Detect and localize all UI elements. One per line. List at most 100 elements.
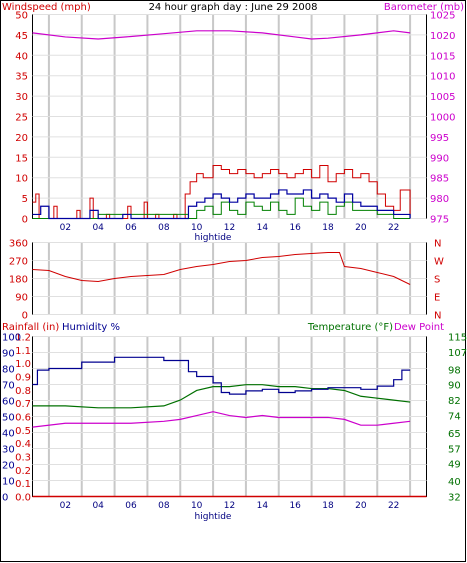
y-tick-label: 1005 <box>430 92 455 103</box>
y-tick-label: 0.3 <box>15 453 31 464</box>
x-tick-label: 06 <box>125 501 137 511</box>
rainfall-axis: 0.0 0.1 0.2 0.3 0.4 0.5 0.6 0.7 0.8 0.9 1.0 1.1 1.2 <box>15 333 31 504</box>
x-tick-label: 18 <box>322 223 334 233</box>
wind-x-ticks: 02 04 06 08 10 12 14 16 18 20 22 <box>60 223 400 233</box>
x-tick-label: 02 <box>60 223 71 233</box>
y-tick-label: 30 <box>2 445 15 456</box>
y-tick-label: 0.4 <box>15 439 31 450</box>
x-tick-label: 20 <box>355 501 367 511</box>
x-tick-label: 02 <box>60 501 71 511</box>
y-tick-label: 32 <box>448 493 461 504</box>
x-tick-label: 16 <box>289 223 301 233</box>
y-tick-label: 0 <box>2 493 8 504</box>
y-tick-label: 995 <box>430 133 449 144</box>
compass-tick-label: W <box>434 257 444 268</box>
y-tick-label: 82 <box>448 396 461 407</box>
y-tick-label: 20 <box>2 461 15 472</box>
x-tick-label: 20 <box>355 223 367 233</box>
y-tick-label: 50 <box>2 413 15 424</box>
wind-panel-grid <box>32 14 427 219</box>
temperature-title: Temperature (°F) <box>307 322 393 333</box>
y-tick-label: 270 <box>9 257 28 268</box>
y-tick-label: 45 <box>15 31 28 42</box>
y-tick-label: 50 <box>15 11 28 22</box>
y-tick-label: 15 <box>15 153 28 164</box>
y-tick-label: 100 <box>2 333 21 344</box>
barometer-series-line <box>32 30 411 40</box>
x-tick-label: 08 <box>158 223 170 233</box>
x-tick-label: 22 <box>388 501 399 511</box>
humidity-series-line <box>32 356 411 395</box>
wind-average-series-line <box>32 189 411 220</box>
y-tick-label: 57 <box>448 444 461 455</box>
humidity-x-ticks: 02 04 06 08 10 12 14 16 18 20 22 <box>60 501 400 511</box>
y-tick-label: 0.5 <box>15 426 31 437</box>
x-tick-label: 16 <box>289 501 301 511</box>
y-tick-label: 0.7 <box>15 399 31 410</box>
y-tick-label: 98 <box>448 365 461 376</box>
y-tick-label: 1.2 <box>15 333 31 344</box>
wind-direction-series-line <box>32 252 411 285</box>
y-tick-label: 0.1 <box>15 479 31 490</box>
y-tick-label: 115 <box>448 333 467 344</box>
y-tick-label: 1000 <box>430 113 455 124</box>
windspeed-title: Windspeed (mph) <box>2 2 91 13</box>
y-tick-label: 0.9 <box>15 373 31 384</box>
y-tick-label: 985 <box>430 174 449 185</box>
y-tick-label: 0 <box>22 215 28 226</box>
barometer-title: Barometer (mb) <box>384 2 464 13</box>
humidity-axis: 0 10 20 30 40 50 60 70 80 90 100 <box>2 333 21 504</box>
y-tick-label: 975 <box>430 215 449 226</box>
x-tick-label: 10 <box>191 501 203 511</box>
barometer-right-axis: 975 980 985 990 995 1000 1005 1010 1015 1020 1025 <box>430 11 455 226</box>
x-tick-label: 18 <box>322 501 334 511</box>
y-tick-label: 30 <box>15 92 28 103</box>
y-tick-label: 1.0 <box>15 359 31 370</box>
temperature-series-line <box>32 384 411 409</box>
y-tick-label: 1.1 <box>15 346 31 357</box>
compass-tick-label: E <box>434 293 440 304</box>
x-tick-label: 10 <box>191 223 203 233</box>
y-tick-label: 90 <box>15 293 28 304</box>
y-tick-label: 40 <box>15 51 28 62</box>
y-tick-label: 0.8 <box>15 386 31 397</box>
y-tick-label: 40 <box>2 429 15 440</box>
y-tick-label: 1010 <box>430 72 455 83</box>
y-tick-label: 80 <box>2 365 15 376</box>
y-tick-label: 0.2 <box>15 466 31 477</box>
y-tick-label: 20 <box>15 133 28 144</box>
x-tick-label: 04 <box>92 223 104 233</box>
y-tick-label: 5 <box>22 194 28 205</box>
humidity-title: Humidity % <box>62 322 120 333</box>
wind-hightide-label: hightide <box>195 233 232 243</box>
x-tick-label: 06 <box>125 223 137 233</box>
wind-max-series-line <box>32 164 411 219</box>
direction-panel-grid <box>32 242 427 315</box>
x-tick-label: 22 <box>388 223 399 233</box>
x-tick-label: 12 <box>224 223 235 233</box>
dewpoint-series-line <box>32 411 411 428</box>
y-tick-label: 60 <box>2 397 15 408</box>
y-tick-label: 360 <box>9 239 28 250</box>
y-tick-label: 25 <box>15 113 28 124</box>
y-tick-label: 1015 <box>430 51 455 62</box>
graph-title: 24 hour graph day : June 29 2008 <box>149 2 318 13</box>
compass-tick-label: S <box>434 275 440 286</box>
y-tick-label: 1025 <box>430 11 455 22</box>
x-tick-label: 14 <box>257 501 269 511</box>
y-tick-label: 980 <box>430 194 449 205</box>
wind-left-axis: 0 5 10 15 20 25 30 35 40 45 50 <box>15 11 28 226</box>
x-tick-label: 04 <box>92 501 104 511</box>
humidity-panel-grid <box>32 336 427 497</box>
y-tick-label: 90 <box>448 381 461 392</box>
dewpoint-title: Dew Point <box>394 322 444 333</box>
y-tick-label: 49 <box>448 460 461 471</box>
y-tick-label: 0.6 <box>15 413 31 424</box>
y-tick-label: 70 <box>2 381 15 392</box>
x-tick-label: 08 <box>158 501 170 511</box>
rainfall-title: Rainfall (in) <box>2 322 59 333</box>
y-tick-label: 0 <box>22 311 28 322</box>
